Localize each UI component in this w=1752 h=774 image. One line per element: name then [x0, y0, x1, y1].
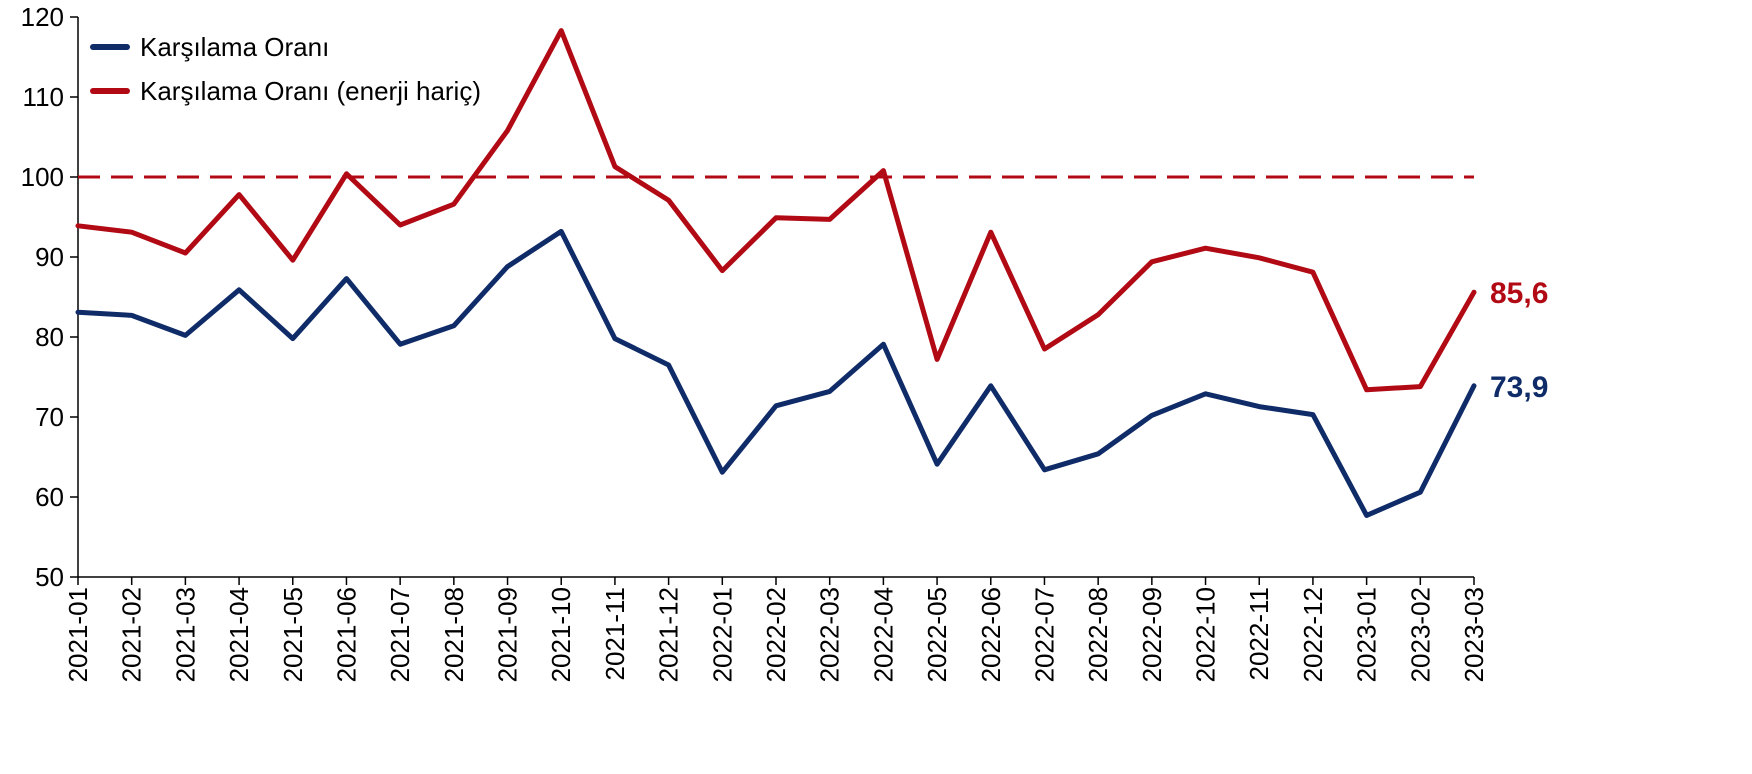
series-lines: [75, 28, 1477, 518]
end-value-label: 85,6: [1490, 277, 1548, 310]
legend-label: Karşılama Oranı: [140, 32, 329, 62]
x-tick-label: 2021-03: [170, 587, 200, 682]
x-axis: 2021-01 2021-02 2021-03 2021-04 2021-05 2021-…: [63, 576, 1489, 682]
x-tick-label: 2022-08: [1083, 587, 1113, 682]
y-tick-label: 100: [21, 162, 64, 192]
x-tick-label: 2022-03: [815, 587, 845, 682]
x-tick-label: 2022-06: [976, 587, 1006, 682]
legend-label: Karşılama Oranı (enerji hariç): [140, 76, 481, 106]
y-tick-label: 90: [35, 242, 64, 272]
x-tick-label: 2021-08: [439, 587, 469, 682]
x-tick-label: 2021-07: [385, 587, 415, 682]
y-axis: 50 60 70 80 90 100 110 120: [21, 2, 79, 592]
x-tick-label: 2022-02: [761, 587, 791, 682]
y-tick-label: 120: [21, 2, 64, 32]
x-tick-label: 2021-02: [117, 587, 147, 682]
x-tick-label: 2021-12: [654, 587, 684, 682]
y-tick-label: 60: [35, 482, 64, 512]
x-tick-label: 2022-05: [922, 587, 952, 682]
x-tick-label: 2021-05: [278, 587, 308, 682]
x-tick-label: 2021-06: [331, 587, 361, 682]
x-tick-label: 2022-07: [1029, 587, 1059, 682]
x-tick-label: 2023-02: [1405, 587, 1435, 682]
x-tick-label: 2022-09: [1137, 587, 1167, 682]
x-tick-label: 2022-04: [868, 587, 898, 682]
x-tick-label: 2021-01: [63, 587, 93, 682]
x-tick-label: 2023-01: [1352, 587, 1382, 682]
y-tick-label: 70: [35, 402, 64, 432]
x-tick-label: 2022-12: [1298, 587, 1328, 682]
y-tick-label: 110: [23, 82, 64, 112]
x-tick-label: 2022-10: [1191, 587, 1221, 682]
legend: Karşılama Oranı Karşılama Oranı (enerji h…: [90, 32, 481, 106]
x-tick-label: 2022-11: [1244, 587, 1274, 681]
end-labels: 73,9 85,6: [1490, 277, 1548, 404]
x-tick-label: 2023-03: [1459, 587, 1489, 682]
series-line: [75, 28, 1477, 393]
x-tick-label: 2021-10: [546, 587, 576, 682]
x-tick-label: 2021-11: [600, 587, 630, 681]
x-tick-label: 2022-01: [707, 587, 737, 682]
x-tick-label: 2021-04: [224, 587, 254, 682]
y-tick-label: 80: [35, 322, 64, 352]
series-line: [75, 228, 1477, 518]
y-tick-label: 50: [35, 562, 64, 592]
end-value-label: 73,9: [1490, 371, 1548, 404]
x-tick-label: 2021-09: [493, 587, 523, 682]
